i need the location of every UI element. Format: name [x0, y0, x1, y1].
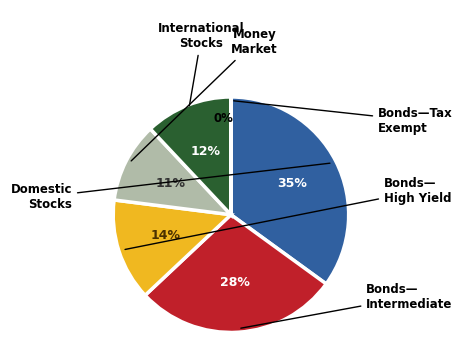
Wedge shape [145, 215, 326, 332]
Text: International
Stocks: International Stocks [158, 22, 245, 106]
Text: 35%: 35% [277, 177, 307, 190]
Wedge shape [150, 97, 231, 215]
Text: 28%: 28% [220, 276, 250, 289]
Text: 11%: 11% [155, 177, 185, 190]
Text: 0%: 0% [214, 112, 234, 125]
Text: Bonds—
Intermediate: Bonds— Intermediate [241, 283, 453, 328]
Wedge shape [114, 129, 231, 215]
Text: 12%: 12% [191, 145, 221, 158]
Text: Domestic
Stocks: Domestic Stocks [10, 163, 330, 211]
Text: Bonds—Tax
Exempt: Bonds—Tax Exempt [234, 101, 453, 135]
Wedge shape [231, 97, 349, 284]
Text: 14%: 14% [151, 229, 181, 242]
Text: Money
Market: Money Market [131, 28, 278, 161]
Text: Bonds—
High Yield: Bonds— High Yield [125, 177, 452, 249]
Wedge shape [113, 200, 231, 295]
